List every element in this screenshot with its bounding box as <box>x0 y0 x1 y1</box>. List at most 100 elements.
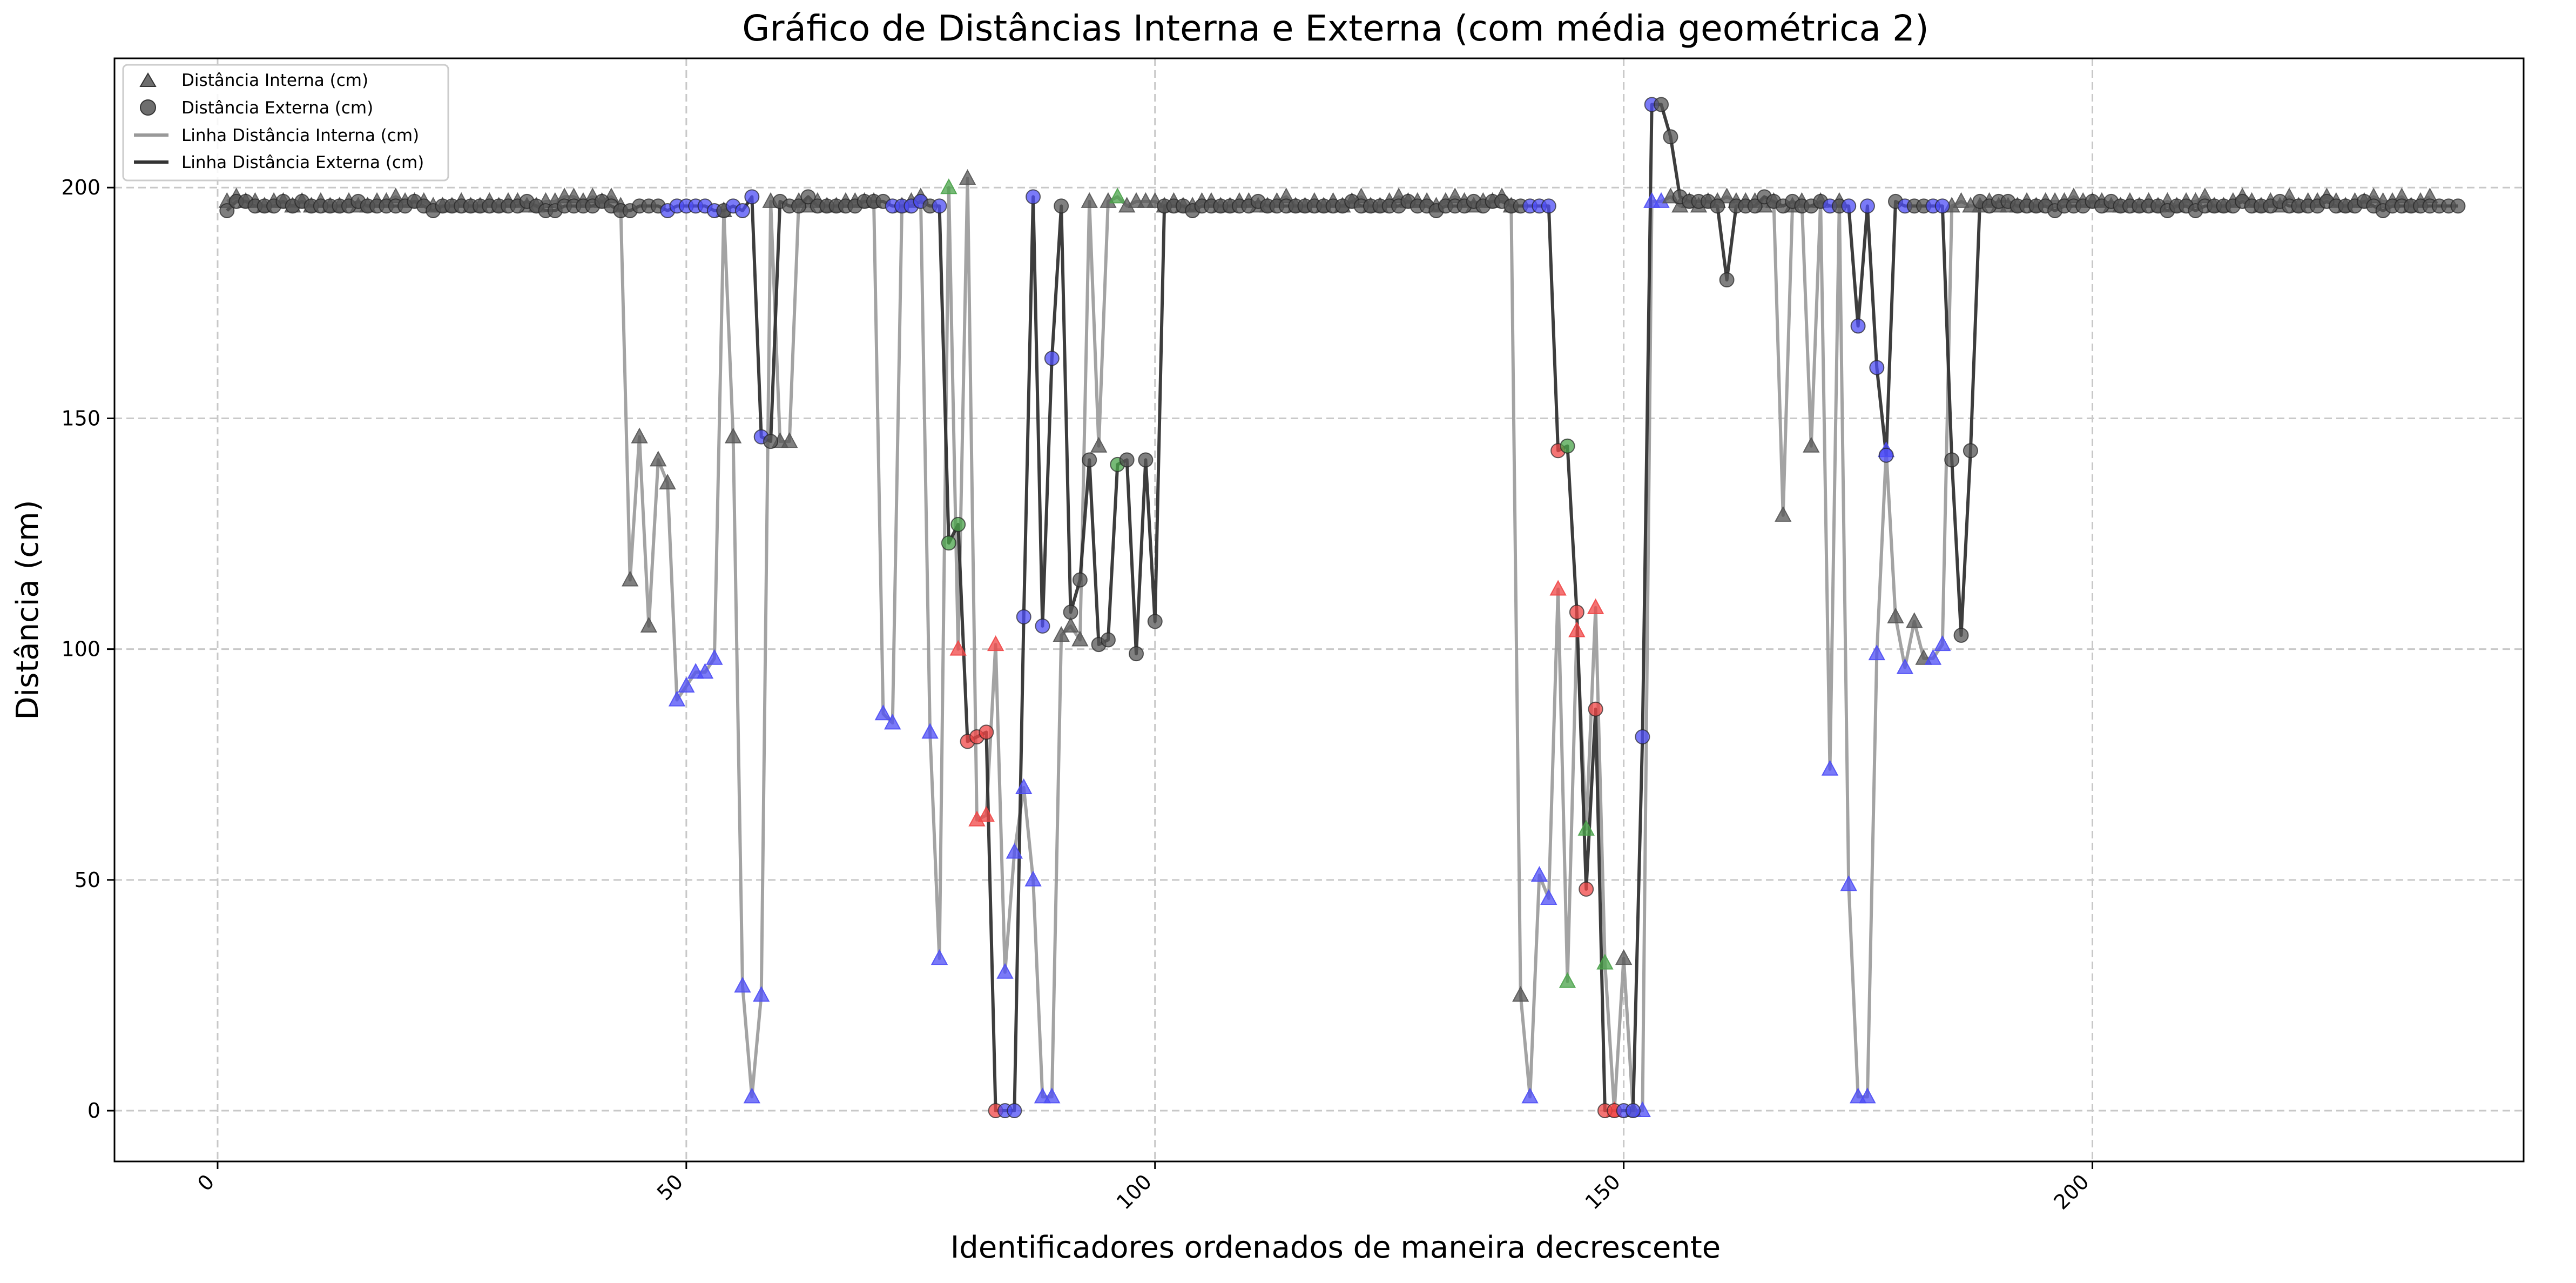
y-tick-label: 50 <box>75 868 100 892</box>
data-point-blue-externa <box>1635 729 1650 744</box>
data-point-interna <box>1615 949 1633 965</box>
data-point-interna <box>1718 187 1736 204</box>
data-point-blue-externa <box>1850 318 1866 334</box>
data-point-blue-interna <box>930 949 948 965</box>
series-line-externa <box>226 103 2458 1112</box>
data-point-blue-interna <box>1821 760 1839 776</box>
data-point-green-interna <box>1109 187 1126 204</box>
data-point-red-interna <box>1568 621 1586 637</box>
data-point-interna <box>640 616 658 633</box>
data-point-externa <box>791 198 807 214</box>
grid <box>114 58 2524 1161</box>
data-point-blue-externa <box>1026 189 1041 205</box>
data-point-externa <box>1719 272 1735 288</box>
data-point-interna <box>1803 436 1820 453</box>
x-tick-label: 200 <box>2049 1170 2093 1214</box>
data-point-blue-interna <box>921 723 939 739</box>
legend-label-externa: Distância Externa (cm) <box>181 98 373 118</box>
legend-label-interna: Distância Interna (cm) <box>181 71 368 90</box>
data-point-externa <box>763 434 779 449</box>
series-line-interna <box>226 177 2431 1112</box>
legend-label-linha-externa: Linha Distância Externa (cm) <box>181 153 424 172</box>
data-point-interna <box>1952 192 1970 208</box>
data-point-green-externa <box>941 535 956 551</box>
y-tick-label: 200 <box>61 176 100 199</box>
legend-label-linha-interna: Linha Distância Interna (cm) <box>181 126 419 145</box>
data-point-externa <box>1710 198 1725 214</box>
data-point-red-externa <box>1588 701 1603 717</box>
data-point-blue-externa <box>1016 609 1031 624</box>
data-point-interna <box>1081 192 1098 208</box>
data-point-blue-interna <box>696 663 714 679</box>
data-point-externa <box>1747 198 1763 214</box>
data-point-interna <box>1090 436 1108 453</box>
data-point-blue-externa <box>1859 198 1875 214</box>
data-point-blue-externa <box>744 189 760 205</box>
data-point-blue-externa <box>1625 1103 1641 1119</box>
data-point-blue-interna <box>1024 870 1042 886</box>
data-point-blue-externa <box>1841 198 1857 214</box>
data-point-blue-externa <box>1044 351 1060 366</box>
data-point-blue-externa <box>1007 1103 1022 1119</box>
data-point-externa <box>1663 129 1678 145</box>
data-point-red-interna <box>987 635 1004 651</box>
data-point-red-interna <box>1549 580 1567 596</box>
data-point-interna <box>1062 616 1080 633</box>
data-point-externa <box>1654 97 1669 112</box>
data-point-blue-interna <box>1530 866 1548 882</box>
data-point-blue-interna <box>1006 843 1023 859</box>
data-point-interna <box>959 169 976 185</box>
data-point-blue-interna <box>1521 1087 1539 1104</box>
plot-frame <box>113 57 2525 1163</box>
data-point-blue-interna <box>1934 635 1951 651</box>
y-tick-label: 150 <box>61 406 100 430</box>
data-point-blue-externa <box>1878 447 1894 463</box>
data-point-red-interna <box>1587 598 1604 614</box>
data-point-externa <box>1063 604 1078 620</box>
data-point-interna <box>659 473 676 490</box>
data-point-externa <box>1953 627 1969 643</box>
data-point-externa <box>800 189 816 205</box>
legend-circle-marker <box>140 99 156 116</box>
data-point-green-interna <box>1596 953 1614 970</box>
chart-title: Gráfico de Distâncias Interna e Externa … <box>742 8 1928 49</box>
data-point-blue-externa <box>1869 360 1885 375</box>
data-point-red-externa <box>1579 881 1594 897</box>
data-point-externa <box>1072 572 1088 588</box>
data-point-externa <box>1129 646 1144 662</box>
data-point-green-interna <box>940 178 957 194</box>
data-point-blue-interna <box>1015 778 1033 794</box>
data-point-interna <box>1071 630 1089 647</box>
legend: Distância Interna (cm) Distância Externa… <box>122 64 449 182</box>
data-point-interna <box>631 427 648 444</box>
data-point-blue-interna <box>1924 649 1942 665</box>
data-point-green-externa <box>1560 438 1575 454</box>
data-point-blue-interna <box>734 977 751 993</box>
data-point-externa <box>1963 443 1978 459</box>
data-point-blue-interna <box>884 714 901 730</box>
data-point-interna <box>1775 506 1792 522</box>
y-axis-label: Distância (cm) <box>10 500 45 720</box>
data-point-blue-interna <box>706 649 723 665</box>
data-point-blue-externa <box>734 203 750 218</box>
data-point-green-externa <box>950 516 966 532</box>
x-tick-label: 100 <box>1112 1170 1156 1214</box>
data-point-externa <box>1944 452 1960 468</box>
data-point-blue-interna <box>1896 658 1914 674</box>
data-point-blue-externa <box>932 198 947 214</box>
data-point-blue-externa <box>1934 198 1950 214</box>
data-point-externa <box>1147 614 1163 629</box>
x-axis-label: Identificadores ordenados de maneira dec… <box>950 1230 1721 1265</box>
data-point-externa <box>1119 452 1135 468</box>
data-point-interna <box>650 451 667 467</box>
data-point-red-interna <box>949 640 967 656</box>
data-point-green-interna <box>1577 819 1595 836</box>
data-point-interna <box>1053 626 1070 642</box>
legend-triangle-marker <box>139 72 157 87</box>
data-point-blue-externa <box>1035 618 1050 634</box>
data-point-externa <box>1138 452 1154 468</box>
data-point-externa <box>1054 198 1069 214</box>
data-point-interna <box>622 570 639 587</box>
